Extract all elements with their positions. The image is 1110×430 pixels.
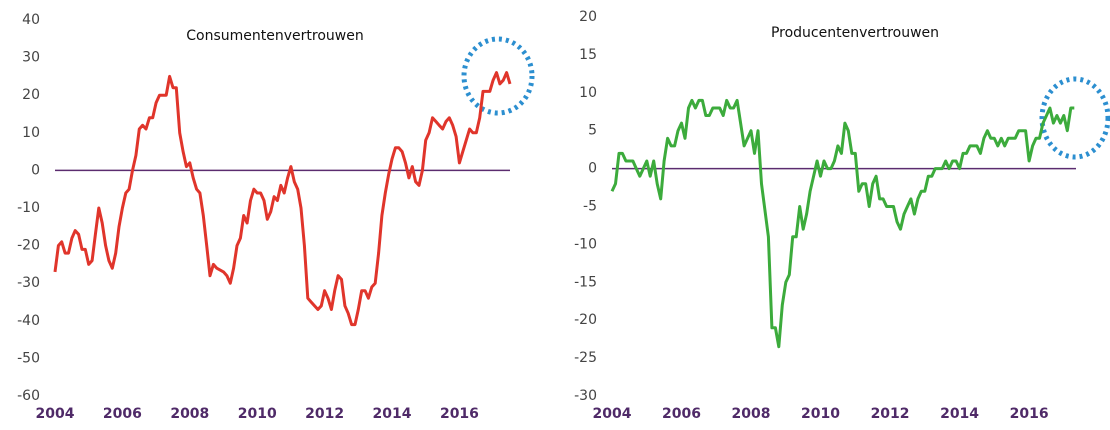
- x-tick-label: 2014: [373, 406, 412, 422]
- x-tick-label: 2004: [593, 406, 632, 422]
- y-tick-label: -5: [583, 199, 597, 215]
- x-tick-label: 2016: [440, 406, 479, 422]
- chart-title: Consumentenvertrouwen: [186, 28, 363, 44]
- y-tick-label: -20: [17, 238, 40, 254]
- data-line: [610, 98, 1075, 349]
- x-tick-label: 2006: [103, 406, 142, 422]
- y-tick-label: -60: [17, 388, 40, 404]
- y-tick-label: -30: [574, 388, 597, 404]
- y-tick-label: 20: [579, 9, 597, 25]
- y-tick-label: 10: [22, 125, 40, 141]
- data-line: [53, 71, 512, 327]
- y-tick-label: -10: [17, 200, 40, 216]
- y-tick-label: -20: [574, 312, 597, 328]
- y-tick-label: -40: [17, 313, 40, 329]
- y-tick-label: 15: [579, 47, 597, 63]
- x-tick-label: 2006: [662, 406, 701, 422]
- y-tick-label: -15: [574, 274, 597, 290]
- highlight-circle: [461, 36, 535, 116]
- chart-title: Producentenvertrouwen: [771, 25, 939, 41]
- y-tick-label: -30: [17, 275, 40, 291]
- y-tick-label: 10: [579, 85, 597, 101]
- y-tick-label: 20: [22, 87, 40, 103]
- x-tick-label: 2004: [36, 406, 75, 422]
- x-tick-label: 2014: [940, 406, 979, 422]
- x-tick-label: 2008: [170, 406, 209, 422]
- y-tick-label: -10: [574, 236, 597, 252]
- y-tick-label: 30: [22, 50, 40, 66]
- x-tick-label: 2012: [871, 406, 910, 422]
- y-tick-label: 5: [588, 123, 597, 139]
- highlight-circle: [1039, 76, 1110, 160]
- x-tick-label: 2012: [305, 406, 344, 422]
- y-tick-label: 0: [588, 161, 597, 177]
- y-tick-label: -50: [17, 350, 40, 366]
- y-tick-label: 40: [22, 12, 40, 28]
- y-tick-label: -25: [574, 350, 597, 366]
- x-tick-label: 2010: [801, 406, 840, 422]
- x-tick-label: 2008: [732, 406, 771, 422]
- y-tick-label: 0: [31, 162, 40, 178]
- x-tick-label: 2016: [1010, 406, 1049, 422]
- x-tick-label: 2010: [238, 406, 277, 422]
